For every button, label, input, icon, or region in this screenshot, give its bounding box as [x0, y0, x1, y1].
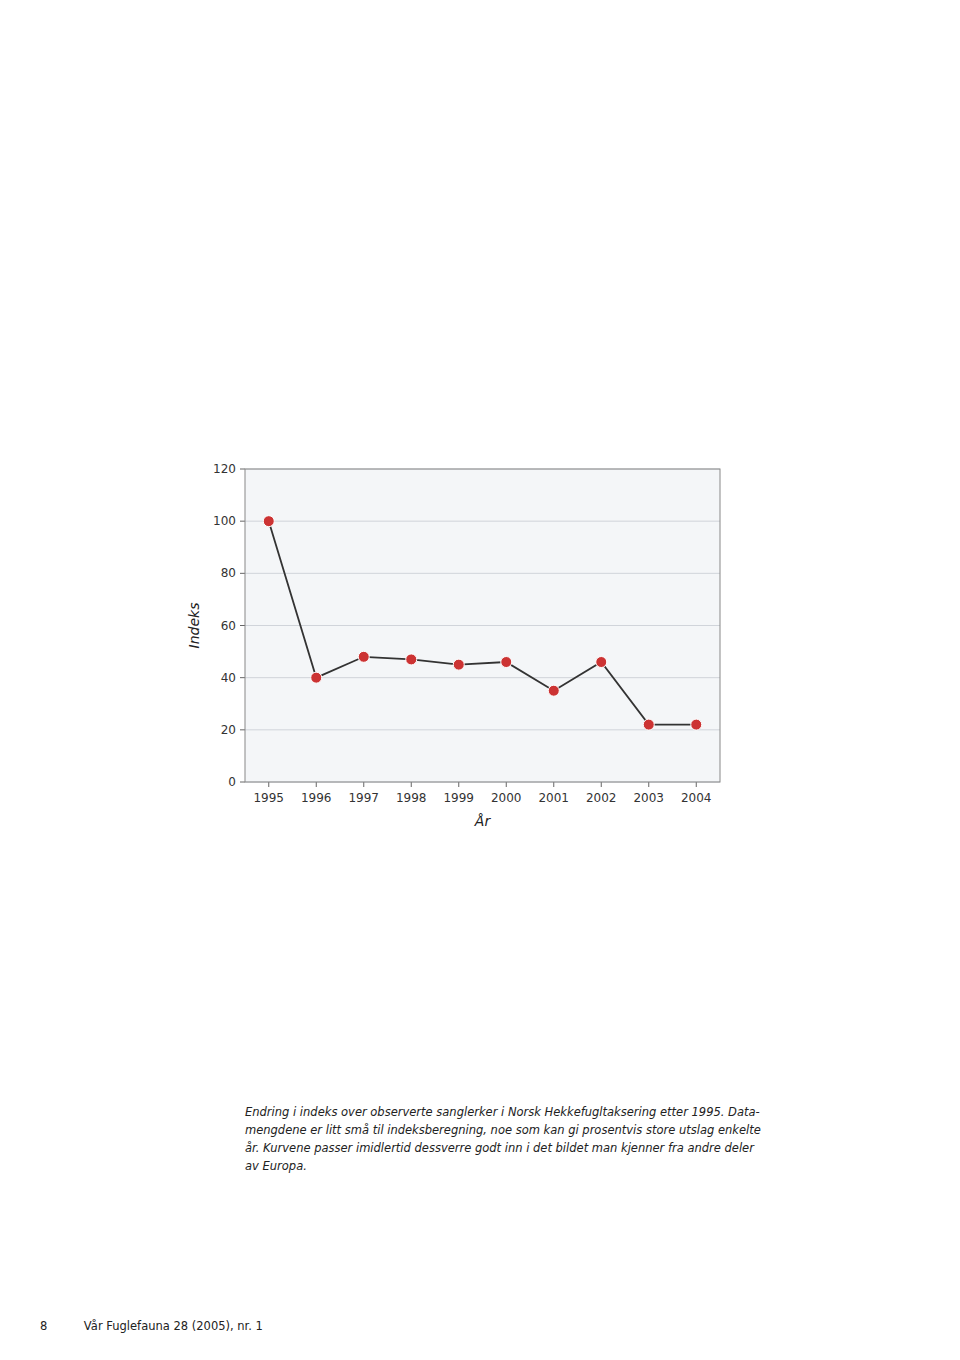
grid-line	[245, 573, 720, 574]
y-tick-label: 80	[221, 566, 236, 580]
x-tick-label: 2004	[681, 791, 712, 805]
x-tick-label: 2001	[538, 791, 569, 805]
point	[596, 657, 607, 668]
caption-line: av Europa.	[245, 1159, 307, 1173]
page: 0 20 40 60 80 100 120 1995 1996 1997 1998 1999 2000 2…	[0, 0, 960, 1360]
y-axis-label: Indeks	[186, 603, 202, 649]
page-footer: 8 Vår Fuglefauna 28 (2005), nr. 1	[40, 1319, 263, 1333]
x-tick-label: 1996	[301, 791, 332, 805]
y-tick	[240, 469, 245, 470]
point	[453, 659, 464, 670]
caption-line: Endring i indeks over observerte sangler…	[245, 1105, 760, 1119]
y-tick-label: 60	[221, 619, 236, 633]
x-tick	[411, 782, 412, 787]
y-tick-label: 20	[221, 723, 236, 737]
series	[263, 516, 702, 730]
x-tick	[268, 782, 269, 787]
y-tick-label: 100	[213, 514, 236, 528]
point	[643, 719, 654, 730]
x-tick	[458, 782, 459, 787]
x-tick-label: 2002	[586, 791, 617, 805]
x-tick	[696, 782, 697, 787]
y-tick-label: 120	[213, 462, 236, 476]
x-tick	[553, 782, 554, 787]
x-tick-label: 2000	[491, 791, 522, 805]
y-tick-label: 0	[228, 775, 236, 789]
x-tick-label: 1999	[443, 791, 474, 805]
point	[548, 685, 559, 696]
point	[406, 654, 417, 665]
x-tick	[363, 782, 364, 787]
x-tick	[648, 782, 649, 787]
x-tick-label: 1998	[396, 791, 427, 805]
x-tick	[316, 782, 317, 787]
plot-area	[245, 469, 720, 782]
point	[263, 516, 274, 527]
plot-frame	[245, 469, 720, 782]
grid-line	[245, 625, 720, 626]
y-tick	[240, 625, 245, 626]
grid-line	[245, 521, 720, 522]
point	[358, 651, 369, 662]
x-tick-label: 1997	[348, 791, 379, 805]
point	[501, 657, 512, 668]
x-tick	[601, 782, 602, 787]
y-tick	[240, 573, 245, 574]
y-tick	[240, 729, 245, 730]
point	[691, 719, 702, 730]
y-tick	[240, 782, 245, 783]
y-tick-label: 40	[221, 671, 236, 685]
y-tick	[240, 677, 245, 678]
x-axis-label: År	[474, 813, 492, 829]
point	[311, 672, 322, 683]
y-tick	[240, 521, 245, 522]
x-tick	[506, 782, 507, 787]
x-tick-label: 1995	[253, 791, 284, 805]
x-tick-label: 2003	[633, 791, 664, 805]
caption-line: mengdene er litt små til indeksberegning…	[245, 1123, 761, 1137]
caption-line: år. Kurvene passer imidlertid dessverre …	[245, 1141, 755, 1155]
line	[269, 521, 697, 724]
axes: 0 20 40 60 80 100 120 1995 1996 1997 1998 1999 2000 2…	[213, 462, 720, 805]
